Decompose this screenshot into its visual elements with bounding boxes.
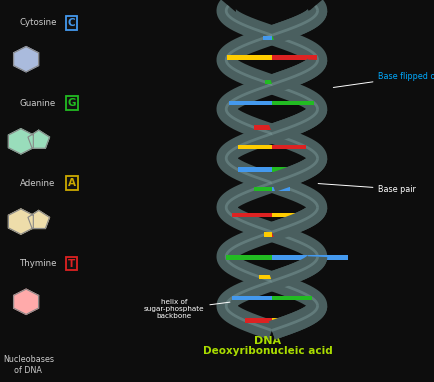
Bar	[271, 232, 279, 237]
Polygon shape	[28, 130, 49, 148]
Text: Cytosine: Cytosine	[20, 18, 57, 28]
Polygon shape	[13, 47, 39, 72]
Bar	[271, 255, 347, 260]
Text: Deoxyribonucleic acid: Deoxyribonucleic acid	[202, 346, 332, 356]
Bar	[271, 145, 306, 149]
Text: C: C	[68, 18, 76, 28]
Bar	[271, 296, 311, 300]
Bar	[271, 125, 289, 130]
Bar	[226, 55, 271, 60]
Bar	[253, 187, 271, 191]
Text: Base flipped out: Base flipped out	[332, 72, 434, 87]
Bar	[271, 101, 314, 105]
Text: Guanine: Guanine	[20, 99, 56, 108]
Bar	[245, 319, 271, 323]
Bar	[264, 232, 271, 237]
Text: A: A	[68, 178, 76, 188]
Bar	[229, 101, 271, 105]
Bar	[271, 80, 278, 84]
Text: Thymine: Thymine	[20, 259, 57, 268]
Bar	[271, 36, 280, 40]
Text: Nucleobases
of DNA: Nucleobases of DNA	[3, 355, 54, 374]
Bar	[264, 80, 271, 84]
Bar	[271, 167, 305, 172]
Text: G: G	[67, 98, 76, 108]
Text: T: T	[68, 259, 75, 269]
Polygon shape	[28, 210, 49, 228]
Bar	[237, 167, 271, 172]
Bar	[231, 213, 271, 217]
Text: Adenine: Adenine	[20, 179, 55, 188]
Bar	[271, 213, 311, 217]
Bar	[259, 275, 271, 279]
Polygon shape	[8, 209, 33, 234]
Bar	[254, 125, 271, 130]
Text: helix of
sugar-phosphate
backbone: helix of sugar-phosphate backbone	[143, 299, 230, 319]
Polygon shape	[13, 289, 39, 314]
Text: DNA: DNA	[253, 336, 280, 346]
Bar	[271, 319, 298, 323]
Bar	[237, 145, 271, 149]
Bar	[226, 255, 271, 260]
Text: Base pair: Base pair	[317, 184, 415, 194]
Polygon shape	[8, 129, 33, 154]
Bar	[263, 36, 271, 40]
Bar	[271, 187, 289, 191]
Bar	[231, 296, 271, 300]
Bar	[271, 275, 284, 279]
Bar	[271, 55, 316, 60]
